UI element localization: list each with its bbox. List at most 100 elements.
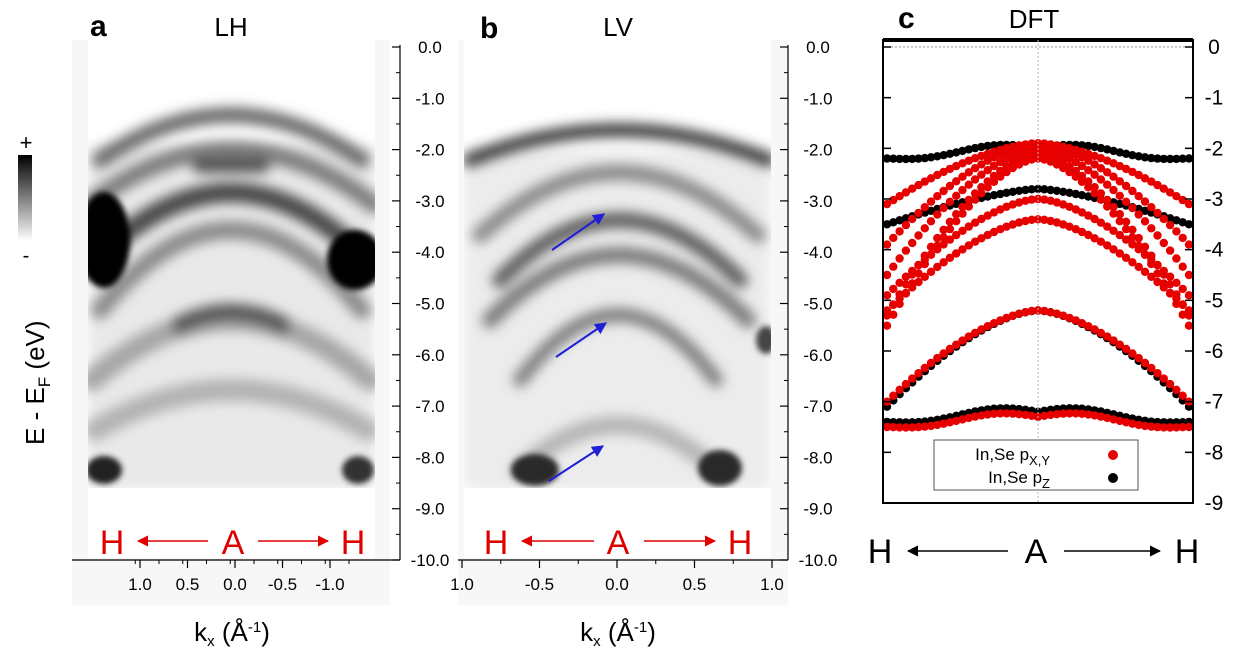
band-point [1002, 154, 1011, 163]
band-point [1021, 410, 1030, 420]
band-point [964, 332, 973, 341]
band-point [889, 310, 898, 319]
band-point [1103, 156, 1112, 165]
band-point [1147, 203, 1156, 212]
band-point [1046, 196, 1055, 205]
band-point [1178, 300, 1187, 309]
band-point [889, 300, 898, 309]
band-point [1109, 245, 1118, 254]
y-tick-label: -10.0 [799, 551, 838, 570]
band-point [1165, 154, 1175, 164]
band-point [1040, 195, 1049, 204]
band-point [895, 227, 904, 236]
panel-c-axes: 0 -1 -2 -3 -4 -5 -6 -7 -8 -9 [883, 36, 1224, 515]
band-point [895, 278, 904, 287]
band-point [1115, 191, 1125, 200]
band-point [1147, 177, 1156, 186]
band-point [914, 277, 923, 287]
band-point [1103, 168, 1112, 177]
band-point [1115, 416, 1125, 426]
band-point [1184, 291, 1194, 300]
band-point [1134, 192, 1143, 201]
legend-marker-pz [1108, 473, 1118, 483]
band-point [1059, 144, 1068, 154]
legend-box [933, 439, 1139, 491]
band-point [958, 185, 967, 195]
band-point [1052, 309, 1062, 318]
band-point [996, 409, 1005, 418]
panel-b-title: LV [603, 12, 634, 42]
band-point [1027, 411, 1036, 420]
band-point [920, 422, 929, 431]
band-point [1008, 187, 1017, 196]
band-point [901, 280, 911, 289]
band-point [1040, 185, 1049, 194]
band-point [1165, 280, 1175, 289]
panel-b-arrow-1 [551, 213, 605, 251]
band-point [882, 199, 892, 209]
band-point [1128, 240, 1137, 249]
band-point [1172, 385, 1181, 394]
band-point [926, 421, 936, 431]
y-tick-label: -2 [1205, 137, 1224, 160]
band-point [989, 191, 999, 200]
band-point [1128, 203, 1137, 213]
band-point [1033, 194, 1043, 204]
band-point [939, 203, 948, 213]
panel-c-legend: In,Se pX,Y In,Se pZ [933, 439, 1139, 491]
band-point [1115, 210, 1125, 219]
band-point [1071, 150, 1081, 159]
band-point [1153, 208, 1162, 218]
band-point [1172, 294, 1181, 303]
band-point [1077, 208, 1087, 217]
band-point [970, 195, 980, 204]
band-point [964, 195, 973, 205]
y-tick-label: 0.0 [418, 38, 442, 57]
band-point [1121, 164, 1131, 174]
band-point [1033, 215, 1043, 224]
band-point [933, 170, 942, 180]
band-point [914, 180, 923, 190]
band-point [1046, 410, 1055, 420]
band-point [920, 363, 929, 373]
band-point [920, 272, 929, 281]
panel-a-letter: a [90, 10, 107, 43]
band-point [945, 217, 955, 226]
band-point [939, 349, 948, 358]
band-point [1052, 218, 1062, 227]
band-point [952, 217, 961, 226]
band-point [977, 151, 986, 161]
y-tick-label: -3 [1205, 188, 1224, 211]
band-point [1115, 177, 1125, 186]
band-point [1059, 151, 1068, 160]
band-point [914, 269, 923, 278]
band-point [920, 224, 929, 233]
band-point [1121, 344, 1131, 354]
band-point [1065, 147, 1074, 156]
band-point [1128, 167, 1137, 177]
band-point [1084, 177, 1093, 186]
colorbar-minus: - [23, 245, 30, 267]
band-point [970, 412, 980, 421]
x-tick-label: -0.5 [525, 575, 554, 594]
band-point [989, 177, 999, 186]
band-point [970, 189, 980, 198]
band-point [983, 183, 992, 192]
band-point [983, 156, 992, 165]
band-point [1014, 186, 1024, 195]
band-pxy-11 [882, 306, 1194, 406]
band-point [1153, 269, 1162, 278]
band-point [1090, 234, 1099, 243]
band-pxy-10 [882, 215, 1194, 315]
y-tick-label: -9 [1205, 492, 1224, 515]
band-point [964, 168, 973, 177]
band-point [1090, 189, 1099, 198]
band-point [895, 385, 904, 394]
band-point [1090, 183, 1099, 192]
band-point [908, 184, 917, 193]
band-point [1165, 214, 1175, 223]
band-point [977, 189, 986, 198]
band-point [1052, 148, 1062, 158]
band-point [1134, 170, 1143, 180]
band-point [895, 294, 904, 303]
